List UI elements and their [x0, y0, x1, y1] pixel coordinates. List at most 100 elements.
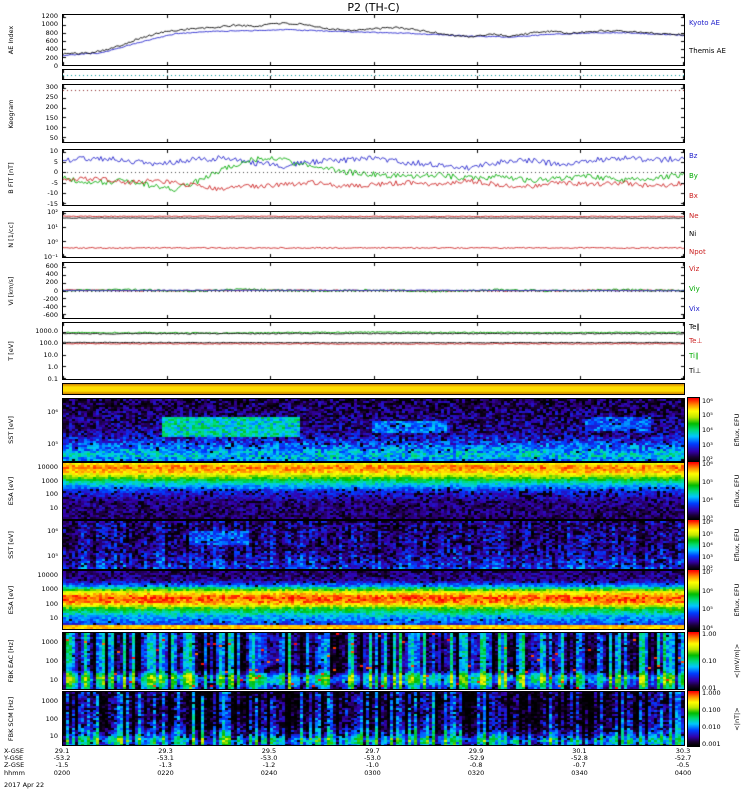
xaxis-value-2-4: -0.8	[469, 761, 483, 769]
xaxis-value-1-5: -52.8	[571, 754, 588, 762]
esa-ion-panel	[62, 462, 685, 520]
velocity-plot-canvas	[63, 263, 684, 318]
xaxis-value-0-5: 30.1	[572, 747, 587, 755]
density-ytick-3: 10⁻¹	[43, 252, 58, 261]
b-fit-legend-2: Bx	[689, 192, 698, 200]
ae-index-ytick-1: 1000	[41, 20, 58, 29]
ae-index-legend-1: Themis AE	[689, 47, 726, 55]
xaxis-value-3-6: 0400	[674, 769, 692, 777]
xaxis-value-0-4: 29.9	[468, 747, 484, 755]
xaxis-value-2-2: -1.2	[262, 761, 276, 769]
velocity-ytick-0: 600	[45, 262, 58, 271]
velocity-axis-label: Vi [km/s]	[6, 276, 15, 305]
sst-elec-axis-label: SST [eV]	[6, 531, 15, 559]
ae-index-ytick-6: 0	[53, 62, 58, 70]
ae-index-ytick-5: 200	[45, 53, 58, 62]
sst-elec-ytick-1: 10⁵	[47, 552, 58, 560]
xaxis-value-3-1: 0220	[157, 769, 174, 777]
xaxis-value-0-6: 30.3	[675, 747, 691, 755]
esa-elec-ytick-2: 100	[45, 599, 58, 608]
sst-ion-cbar-tick-3: 10³	[702, 440, 713, 449]
xaxis-row-label-1: Y-GSE	[4, 754, 24, 762]
fbk-scm-cbar-tick-1: 0.100	[702, 706, 721, 715]
density-legend-2: Npot	[689, 248, 706, 256]
ae-ref-strip-panel	[62, 69, 685, 80]
density-plot-canvas	[63, 212, 684, 257]
sst-ion-colorbar	[687, 397, 700, 463]
esa-ion-colorbar	[687, 461, 700, 521]
b-fit-legend-0: Bz	[689, 152, 698, 160]
fbk-scm-ytick-0: 1000	[41, 696, 58, 705]
velocity-panel	[62, 262, 685, 319]
fbk-scm-colorbar	[687, 690, 700, 747]
temperature-legend-0: Te∥	[689, 323, 700, 331]
esa-elec-ytick-1: 1000	[41, 585, 58, 594]
sst-ion-cbar-label: Eflux, EFU	[732, 413, 741, 447]
b-fit-ytick-3: -5	[51, 178, 58, 187]
fbk-eac-cbar-tick-0: 1.00	[702, 630, 717, 639]
fbk-eac-colorbar	[687, 631, 700, 691]
velocity-ytick-6: -600	[43, 310, 58, 319]
xaxis-value-3-3: 0300	[364, 769, 381, 777]
xaxis-value-3-4: 0320	[467, 769, 485, 777]
sst-ion-panel	[62, 398, 685, 462]
ae-ref-strip-plot-canvas	[63, 70, 684, 79]
keogram-ytick-4: 100	[45, 123, 58, 132]
fbk-scm-axis-label: FBK SCM [Hz]	[6, 696, 15, 741]
esa-ion-ytick-3: 10	[49, 504, 58, 513]
fbk-eac-ytick-2: 10	[49, 675, 58, 684]
esa-elec-ytick-3: 10	[49, 614, 58, 622]
fbk-eac-panel	[62, 632, 685, 690]
xaxis-row-label-2: Z-GSE	[4, 761, 25, 769]
xaxis-value-1-0: -53.2	[53, 754, 71, 762]
density-ytick-2: 10⁰	[47, 237, 58, 246]
b-fit-plot-canvas	[63, 150, 684, 205]
sst-elec-cbar-tick-2: 10⁴	[702, 541, 713, 549]
b-fit-ytick-4: -10	[47, 189, 58, 198]
xaxis-value-1-6: -52.7	[674, 754, 692, 762]
xaxis-value-1-3: -53.0	[364, 754, 381, 762]
keogram-panel	[62, 84, 685, 143]
density-legend-1: Ni	[689, 230, 697, 238]
keogram-axis-label: Keogram	[6, 98, 15, 129]
density-legend-0: Ne	[689, 212, 699, 220]
fbk-scm-ytick-2: 10	[49, 732, 58, 741]
keogram-ytick-1: 250	[45, 93, 58, 102]
temperature-ytick-4: 0.1	[47, 374, 58, 383]
xaxis-value-2-3: -1.0	[366, 761, 379, 769]
keogram-ytick-3: 150	[45, 113, 58, 122]
sst-ion-cbar-tick-1: 10⁵	[702, 411, 713, 420]
temperature-legend-1: Te⊥	[689, 337, 703, 345]
keogram-ytick-5: 50	[49, 133, 58, 142]
fbk-eac-cbar-label: <|mV/m|>	[732, 643, 741, 679]
date-label: 2017 Apr 22	[4, 781, 45, 789]
temperature-ytick-0: 1000.0	[35, 327, 58, 336]
xaxis-row-label-3: hhmm	[4, 769, 25, 777]
temperature-legend-3: Ti⊥	[689, 367, 702, 375]
sst-elec-plot-canvas	[63, 521, 684, 569]
ae-index-legend-0: Kyoto AE	[689, 19, 720, 27]
ae-index-ytick-0: 1200	[41, 12, 58, 21]
esa-ion-cbar-tick-3: 10³	[702, 513, 713, 522]
velocity-legend-2: Vix	[689, 305, 700, 313]
esa-ion-plot-canvas	[63, 463, 684, 519]
esa-ion-axis-label: ESA [eV]	[6, 476, 15, 506]
b-fit-panel	[62, 149, 685, 206]
sst-ion-cbar-tick-4: 10²	[702, 455, 713, 464]
fbk-eac-ytick-1: 100	[45, 657, 58, 665]
sst-ion-cbar-tick-2: 10⁴	[702, 426, 713, 434]
velocity-ytick-4: -200	[43, 294, 58, 303]
sst-elec-cbar-tick-3: 10³	[702, 552, 713, 561]
b-fit-ytick-0: 10	[49, 147, 58, 156]
temperature-plot-canvas	[63, 323, 684, 379]
esa-ion-ytick-1: 1000	[41, 476, 58, 485]
esa-elec-cbar-tick-2: 10⁵	[702, 605, 713, 614]
xaxis-value-2-5: -0.7	[573, 761, 586, 769]
esa-ion-cbar-tick-1: 10⁵	[702, 478, 713, 487]
xaxis-value-2-0: -1.5	[55, 761, 69, 769]
ae-index-axis-label: AE Index	[6, 25, 15, 55]
flag-strip-panel	[62, 383, 685, 395]
sst-ion-ytick-0: 10⁶	[47, 408, 58, 417]
xaxis-value-1-1: -53.1	[157, 754, 174, 762]
temperature-panel	[62, 322, 685, 380]
